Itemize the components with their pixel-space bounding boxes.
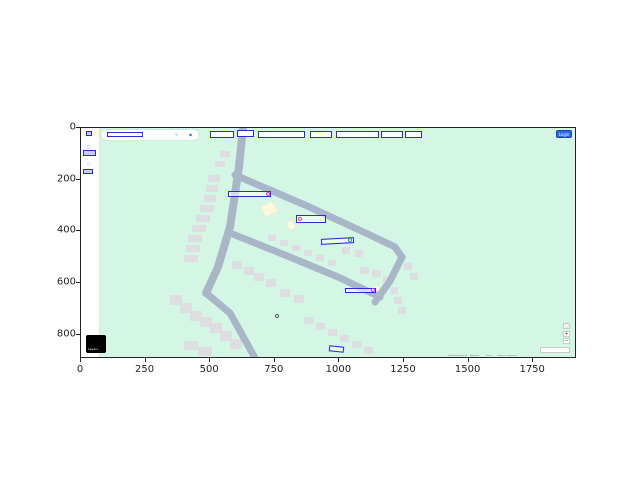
place-label-1[interactable]	[228, 191, 271, 197]
category-chip-hotels[interactable]	[237, 130, 254, 137]
recent-icon[interactable]: ○	[87, 161, 91, 166]
zoom-in-icon[interactable]: +	[563, 331, 570, 337]
y-tick-label: 400	[57, 225, 76, 236]
map-pin-icon[interactable]	[275, 314, 279, 318]
layers-label: Layers	[88, 347, 98, 351]
map-screenshot: □ ○ ⚲ ◆ Login Layers ◌	[80, 127, 576, 358]
attribution-map-data: Map data	[470, 355, 479, 357]
x-tick	[209, 358, 210, 362]
y-tick	[76, 179, 80, 180]
category-chip-restaurants[interactable]	[210, 131, 234, 138]
saved-button[interactable]	[83, 150, 96, 156]
map-pin-icon[interactable]	[298, 217, 302, 221]
zoom-out-icon[interactable]: −	[563, 338, 570, 344]
x-tick-label: 500	[200, 364, 219, 375]
x-tick-label: 750	[264, 364, 283, 375]
x-tick-label: 1000	[326, 364, 351, 375]
bookmark-icon[interactable]: □	[87, 144, 91, 149]
y-tick-label: 200	[57, 173, 76, 184]
login-button[interactable]: Login	[556, 130, 572, 138]
left-toolbar: □ ○	[80, 127, 100, 358]
x-tick	[274, 358, 275, 362]
category-chip-pharmacies[interactable]	[381, 131, 403, 138]
y-tick	[76, 282, 80, 283]
y-tick	[76, 334, 80, 335]
x-tick-label: 0	[77, 364, 83, 375]
menu-button[interactable]	[86, 131, 92, 136]
recents-button[interactable]	[83, 169, 93, 174]
category-chip-transit[interactable]	[336, 131, 379, 138]
y-tick-label: 800	[57, 328, 76, 339]
x-tick	[80, 358, 81, 362]
map-pin-icon[interactable]	[348, 238, 352, 242]
attribution-report[interactable]: Report a map error	[498, 355, 517, 357]
x-tick	[145, 358, 146, 362]
x-tick-label: 250	[135, 364, 154, 375]
plot-axes: □ ○ ⚲ ◆ Login Layers ◌	[80, 127, 576, 358]
x-tick-label: 1250	[390, 364, 415, 375]
y-tick-label: 0	[70, 122, 76, 133]
x-tick	[532, 358, 533, 362]
map-pin-icon[interactable]	[371, 288, 375, 292]
x-tick	[468, 358, 469, 362]
x-tick	[403, 358, 404, 362]
y-tick	[76, 230, 80, 231]
attribution-terms[interactable]: Terms	[486, 355, 492, 357]
category-chip-more[interactable]	[405, 131, 422, 138]
compass-icon[interactable]: ◌	[563, 323, 570, 329]
map-thumbnails[interactable]	[540, 347, 570, 353]
attribution-keyboard[interactable]: Keyboard shortcuts	[448, 355, 467, 357]
layers-button[interactable]: Layers	[86, 335, 106, 353]
x-tick-label: 1500	[455, 364, 480, 375]
x-tick	[338, 358, 339, 362]
category-chip-museums[interactable]	[310, 131, 332, 138]
building-blocks	[170, 151, 418, 356]
category-chip-things-to-do[interactable]	[258, 131, 305, 138]
search-icon[interactable]: ⚲	[175, 132, 178, 137]
y-tick	[76, 127, 80, 128]
x-tick-label: 1750	[519, 364, 544, 375]
y-tick-label: 600	[57, 276, 76, 287]
directions-icon[interactable]: ◆	[189, 132, 192, 137]
map-pin-icon[interactable]	[266, 192, 270, 196]
search-bar[interactable]: ⚲ ◆	[101, 130, 199, 140]
search-input[interactable]	[107, 132, 143, 137]
